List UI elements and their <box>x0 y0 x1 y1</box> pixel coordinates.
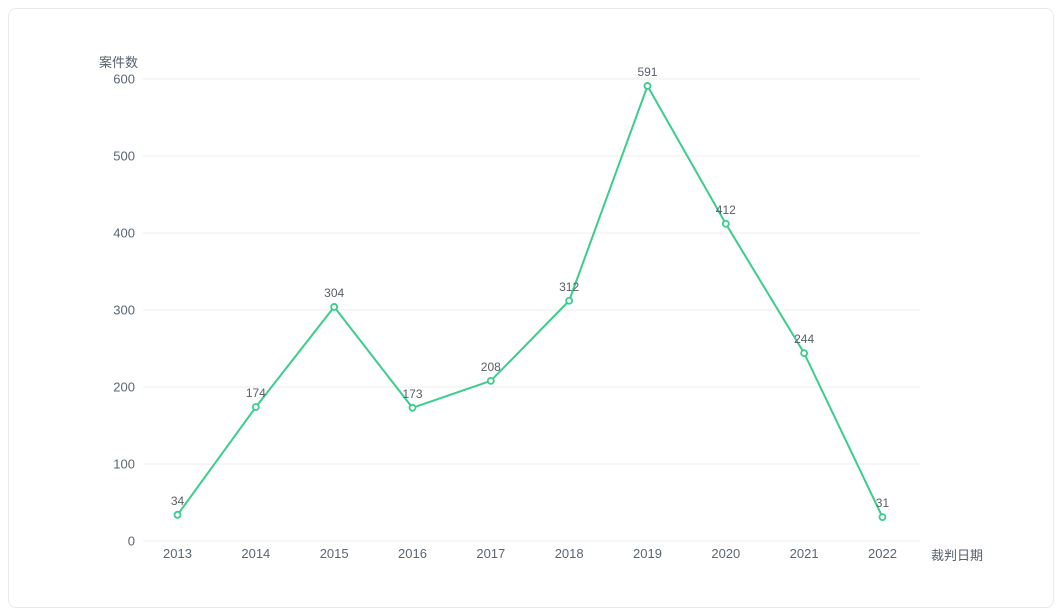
x-axis-title: 裁判日期 <box>931 548 984 563</box>
data-point-2022[interactable] <box>878 513 887 522</box>
y-tick-label-600: 600 <box>113 72 135 87</box>
line-chart-canvas[interactable]: 0 100 200 300 400 500 600 2013 2014 2015 2016 2017 2… <box>0 0 1060 569</box>
x-tick-label-2016: 2016 <box>398 546 427 561</box>
y-tick-label-200: 200 <box>113 380 135 395</box>
x-tick-label-2019: 2019 <box>633 546 662 561</box>
data-point-2014[interactable] <box>251 403 260 411</box>
x-tick-label-2013: 2013 <box>163 546 192 561</box>
y-tick-label-300: 300 <box>113 303 135 318</box>
data-label-2021: 244 <box>794 332 814 346</box>
y-tick-label-100: 100 <box>113 457 135 472</box>
data-point-2018[interactable] <box>565 296 574 305</box>
y-tick-label-500: 500 <box>113 149 135 164</box>
data-point-2020[interactable] <box>721 219 730 228</box>
data-point-2021[interactable] <box>800 349 809 358</box>
x-tick-label-2018: 2018 <box>555 546 584 561</box>
x-tick-label-2014: 2014 <box>241 546 270 561</box>
data-label-2018: 312 <box>559 280 579 294</box>
x-tick-label-2020: 2020 <box>711 546 740 561</box>
data-label-2016: 173 <box>402 387 422 401</box>
x-tick-label-2021: 2021 <box>790 546 819 561</box>
data-label-2014: 174 <box>246 386 266 400</box>
data-label-2015: 304 <box>324 286 344 300</box>
x-tick-label-2015: 2015 <box>320 546 349 561</box>
x-tick-label-2017: 2017 <box>476 546 505 561</box>
data-point-2019[interactable] <box>643 82 652 90</box>
y-tick-label-0: 0 <box>128 534 135 549</box>
data-label-2020: 412 <box>716 203 736 217</box>
y-axis-title: 案件数 <box>99 55 139 70</box>
y-tick-label-400: 400 <box>113 226 135 241</box>
data-label-2017: 208 <box>481 360 501 374</box>
data-label-2013: 34 <box>171 494 185 508</box>
data-point-2017[interactable] <box>486 376 495 385</box>
data-point-2016[interactable] <box>408 403 417 412</box>
data-label-2022: 31 <box>876 496 890 510</box>
series-line <box>176 84 884 519</box>
x-tick-label-2022: 2022 <box>868 546 897 561</box>
data-label-2019: 591 <box>637 65 657 79</box>
data-point-2015[interactable] <box>330 303 339 311</box>
data-point-2013[interactable] <box>173 510 182 519</box>
